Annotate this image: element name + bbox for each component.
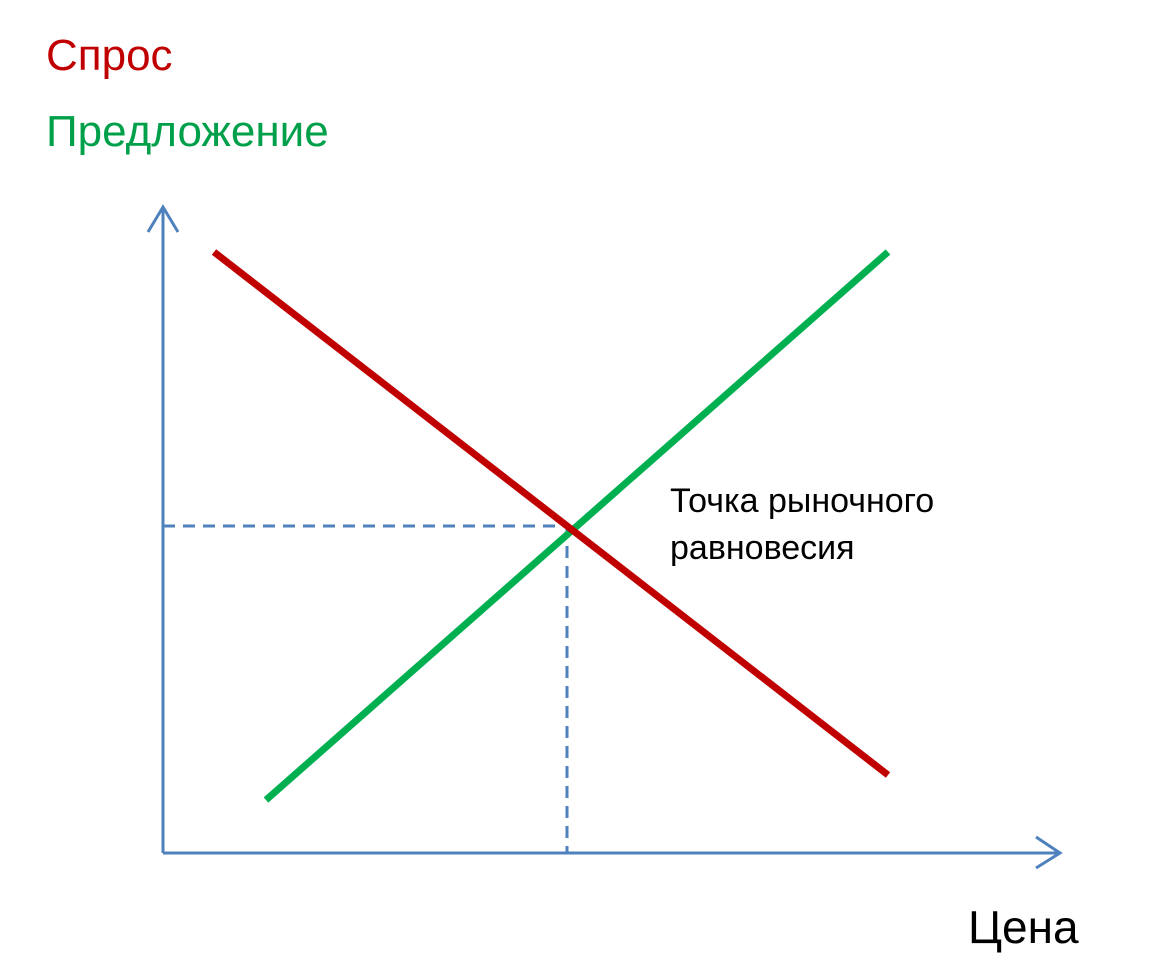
- x-axis-label: Цена: [968, 901, 1079, 953]
- equilibrium-label-line-2: равновесия: [670, 529, 855, 567]
- demand-legend-label: Спрос: [46, 31, 173, 80]
- supply-curve: [263, 249, 891, 803]
- supply-legend-label: Предложение: [46, 107, 329, 156]
- equilibrium-label-line-1: Точка рыночного: [670, 482, 935, 520]
- y-axis-arrowhead: [146, 204, 180, 233]
- demand-curve: [211, 249, 891, 778]
- equilibrium-point-label: Точка рыночного равновесия: [670, 478, 934, 572]
- x-axis-arrowhead: [1035, 835, 1063, 870]
